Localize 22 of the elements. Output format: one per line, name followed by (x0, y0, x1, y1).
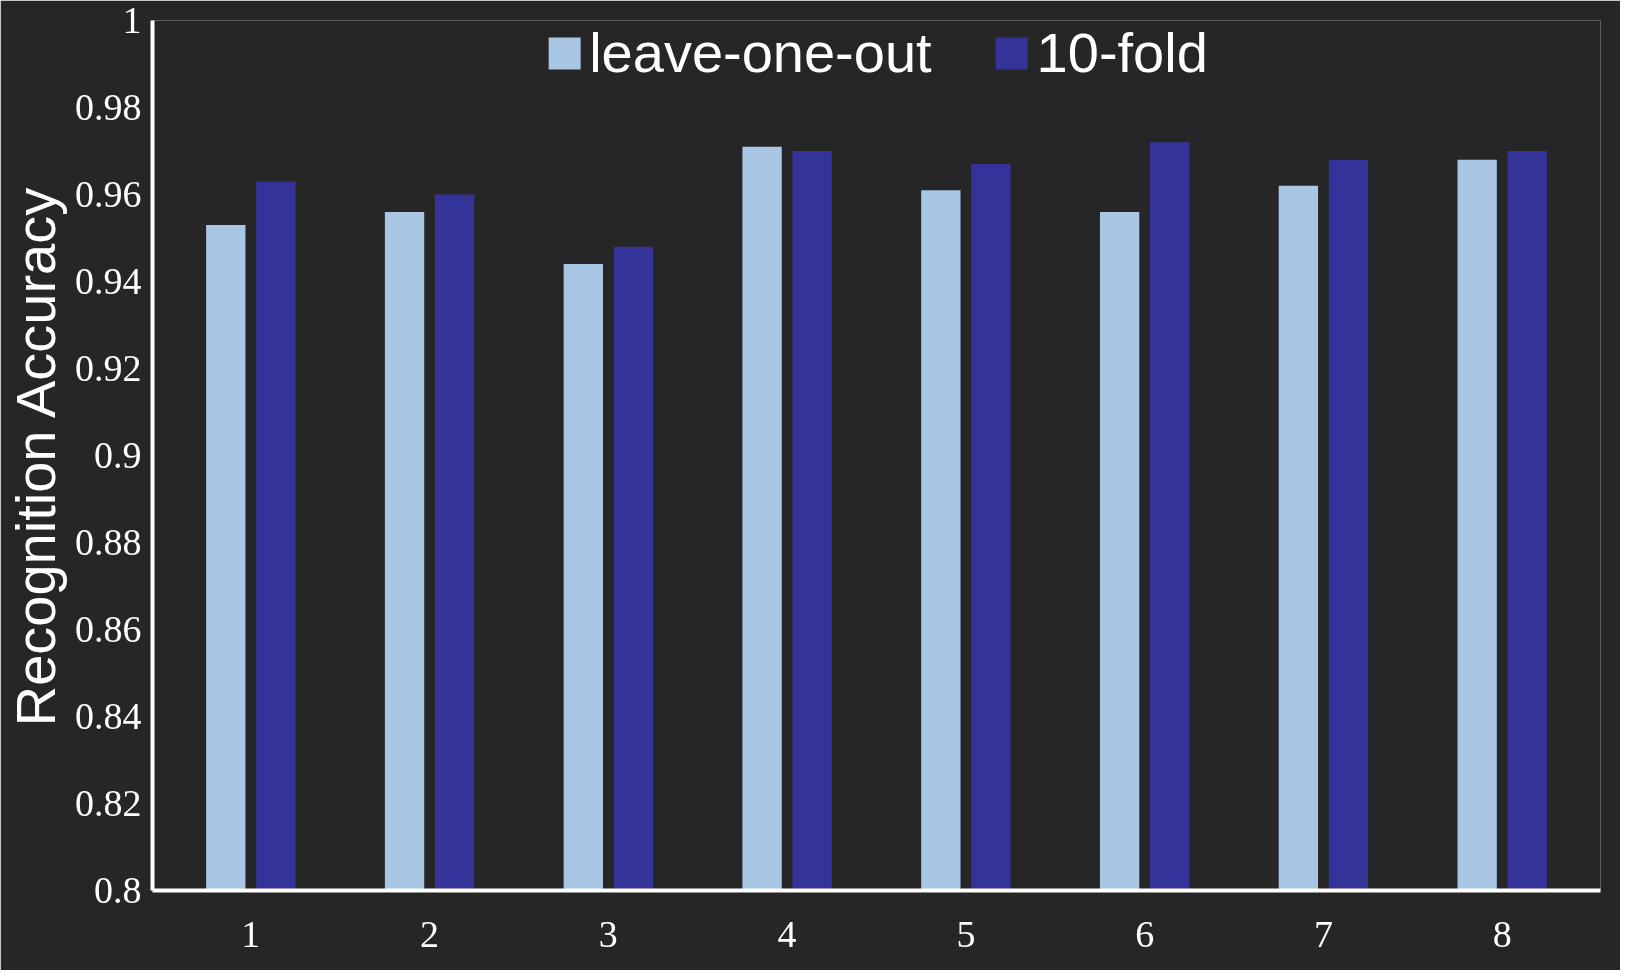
y-tick-label: 0.94 (75, 260, 142, 302)
y-tick-label: 0.82 (75, 782, 142, 824)
x-tick-label: 1 (241, 912, 261, 955)
x-tick-label: 7 (1313, 912, 1333, 955)
x-tick-label: 3 (598, 912, 618, 955)
y-tick-label: 0.8 (94, 869, 142, 911)
x-tick-label: 6 (1135, 912, 1155, 955)
x-tick-label: 5 (956, 912, 976, 955)
y-tick-label: 0.9 (94, 434, 142, 476)
y-tick-label: 0.96 (75, 173, 142, 215)
y-tick-label: 0.84 (75, 695, 142, 737)
legend-label: 10-fold (1036, 20, 1208, 85)
y-tick-label: 0.98 (75, 86, 142, 128)
y-tick-label: 1 (122, 0, 142, 41)
y-tick-label: 0.92 (75, 347, 142, 389)
y-tick-label: 0.88 (75, 521, 142, 563)
x-tick-label: 4 (777, 912, 797, 955)
y-axis-title: Recognition Accuracy (4, 187, 67, 727)
legend-label: leave-one-out (589, 20, 932, 85)
y-tick-label: 0.86 (75, 608, 142, 650)
x-tick-label: 2 (420, 912, 440, 955)
x-tick-label: 8 (1492, 912, 1512, 955)
